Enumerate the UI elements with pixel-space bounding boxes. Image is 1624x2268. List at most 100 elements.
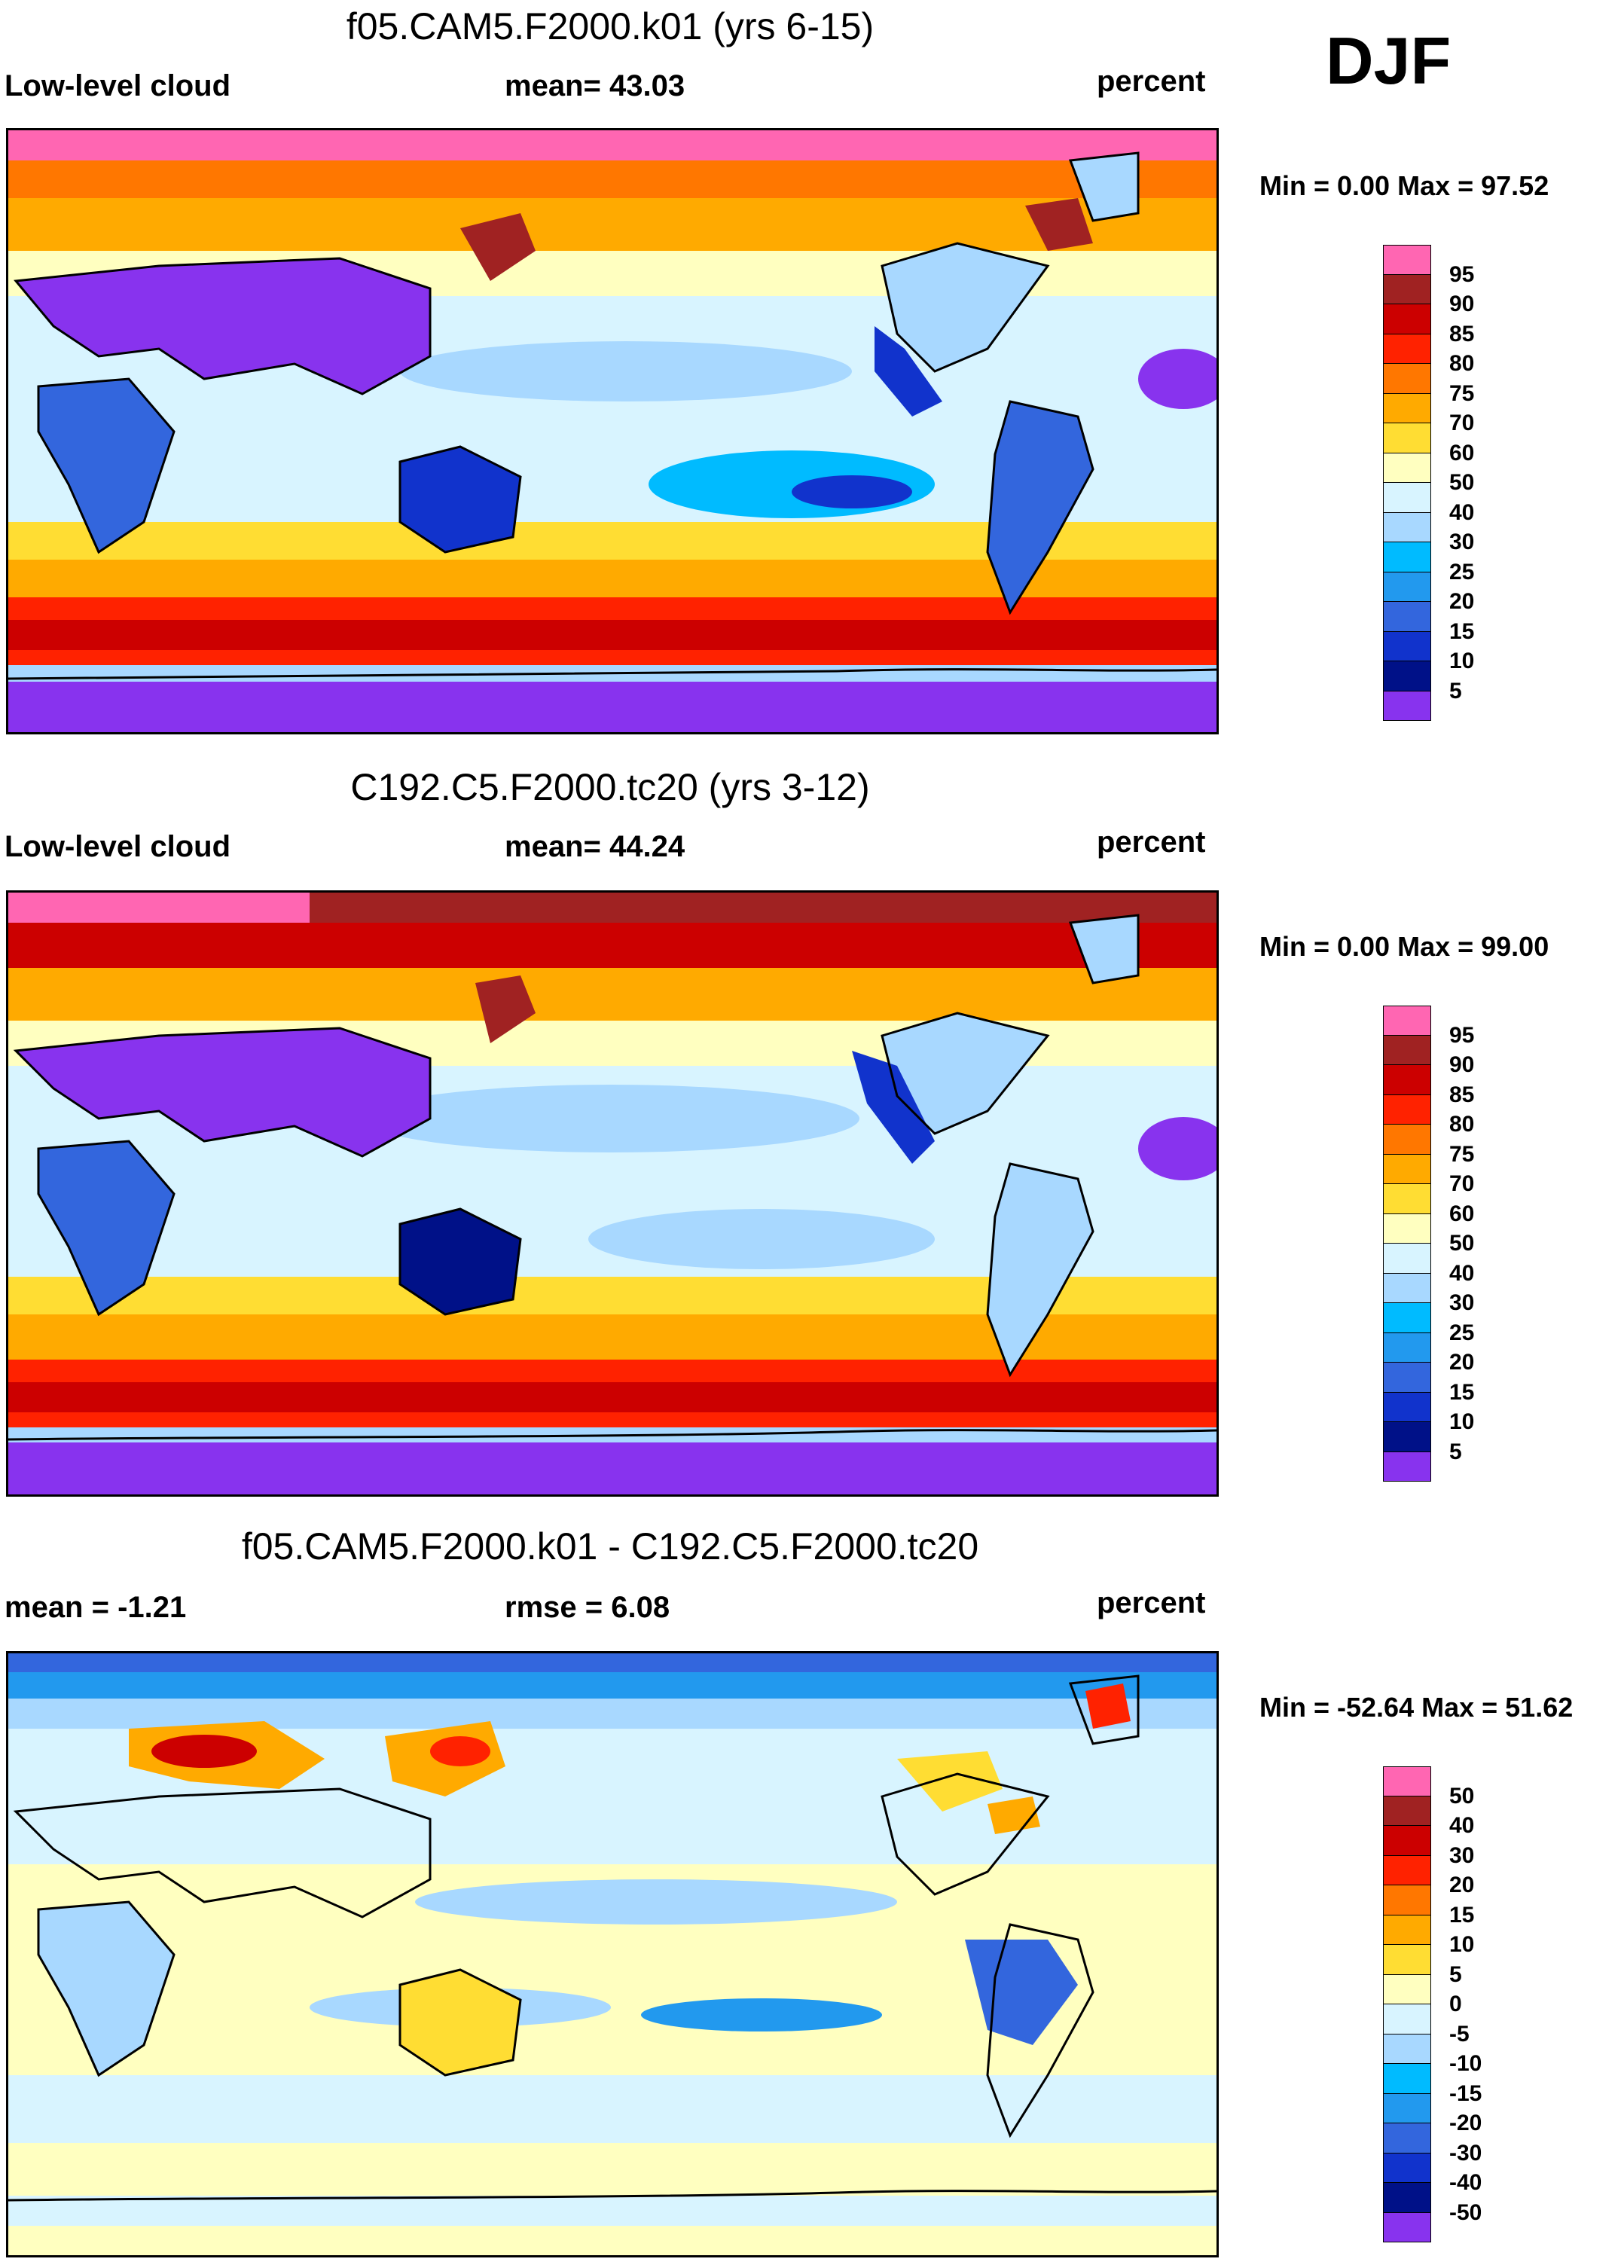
colorbar-label: 10 xyxy=(1449,1409,1475,1434)
colorbar-label: 20 xyxy=(1449,589,1475,614)
colorbar-label: 15 xyxy=(1449,1379,1475,1405)
panel-title: C192.C5.F2000.tc20 (yrs 3-12) xyxy=(350,766,870,808)
colorbar-swatch xyxy=(1383,1125,1431,1155)
colorbar-label: 70 xyxy=(1449,1171,1475,1196)
colorbar-swatch xyxy=(1383,1303,1431,1333)
colorbar-swatch xyxy=(1383,2212,1431,2242)
mean-label: mean= 43.03 xyxy=(505,69,685,102)
colorbar-label: 20 xyxy=(1449,1873,1475,1897)
colorbar-swatch xyxy=(1383,2064,1431,2094)
colorbar-label: 50 xyxy=(1449,1231,1475,1256)
colorbar-label: 0 xyxy=(1449,1992,1462,2016)
colorbar-label: 5 xyxy=(1449,1961,1462,1987)
colorbar-label: 70 xyxy=(1449,411,1475,435)
colorbar-swatch xyxy=(1383,334,1431,364)
colorbar-swatch xyxy=(1383,572,1431,602)
colorbar-swatch xyxy=(1383,542,1431,572)
colorbar-swatch xyxy=(1383,1766,1431,1796)
colorbar-label: 50 xyxy=(1449,470,1475,495)
colorbar-swatch xyxy=(1383,2034,1431,2064)
colorbar-label: 85 xyxy=(1449,1082,1475,1107)
colorbar-swatch xyxy=(1383,2093,1431,2123)
colorbar-label: 15 xyxy=(1449,618,1475,644)
colorbar-label: 75 xyxy=(1449,1141,1475,1167)
colorbar-swatch xyxy=(1383,1796,1431,1826)
colorbar-swatch xyxy=(1383,1273,1431,1303)
colorbar-label: 10 xyxy=(1449,1932,1475,1957)
colorbar-label: -20 xyxy=(1449,2111,1482,2135)
colorbar-label: -50 xyxy=(1449,2199,1482,2225)
panel-title: f05.CAM5.F2000.k01 - C192.C5.F2000.tc20 xyxy=(241,1525,979,1567)
colorbar-swatch xyxy=(1383,2153,1431,2183)
colorbar-label: 80 xyxy=(1449,1112,1475,1137)
colorbar-label: 20 xyxy=(1449,1350,1475,1375)
colorbar-swatch xyxy=(1383,1974,1431,2004)
cloud-map xyxy=(6,128,1219,734)
colorbar-swatch xyxy=(1383,1915,1431,1945)
colorbar-swatch xyxy=(1383,631,1431,661)
colorbar-swatch xyxy=(1383,1244,1431,1274)
colorbar-label: 40 xyxy=(1449,499,1475,525)
colorbar-swatch xyxy=(1383,1392,1431,1422)
colorbar-label: 40 xyxy=(1449,1813,1475,1838)
mean-label: mean= 44.24 xyxy=(505,830,685,863)
colorbar-label: 10 xyxy=(1449,649,1475,673)
units-label: percent xyxy=(1097,826,1206,859)
colorbar-label: 30 xyxy=(1449,1290,1475,1315)
cloud-map-field xyxy=(8,130,1216,732)
colorbar-label: -5 xyxy=(1449,2021,1470,2047)
colorbar-swatch xyxy=(1383,1094,1431,1125)
colorbar-swatch xyxy=(1383,304,1431,334)
mean-label: mean = -1.21 xyxy=(5,1591,187,1624)
panel-title: f05.CAM5.F2000.k01 (yrs 6-15) xyxy=(346,5,875,47)
colorbar-swatch xyxy=(1383,1885,1431,1915)
colorbar-swatch xyxy=(1383,1154,1431,1184)
colorbar-swatch xyxy=(1383,2123,1431,2154)
colorbar-label: 85 xyxy=(1449,321,1475,346)
colorbar-label: 30 xyxy=(1449,530,1475,554)
colorbar-swatch xyxy=(1383,2004,1431,2034)
units-label: percent xyxy=(1097,65,1206,98)
colorbar-label: 90 xyxy=(1449,292,1475,316)
colorbar-swatch xyxy=(1383,245,1431,275)
colorbar-label: 30 xyxy=(1449,1842,1475,1868)
colorbar-label: 75 xyxy=(1449,380,1475,406)
difference-map-field xyxy=(8,1653,1216,2255)
minmax-label: Min = 0.00 Max = 99.00 xyxy=(1259,931,1549,962)
colorbar-swatch xyxy=(1383,423,1431,453)
units-label: percent xyxy=(1097,1586,1206,1619)
colorbar-swatch xyxy=(1383,1213,1431,1244)
cloud-map xyxy=(6,890,1219,1497)
colorbar-swatch xyxy=(1383,1451,1431,1482)
colorbar-swatch xyxy=(1383,393,1431,423)
colorbar-swatch xyxy=(1383,1422,1431,1452)
colorbar-label: -30 xyxy=(1449,2140,1482,2166)
colorbar-swatch xyxy=(1383,661,1431,691)
colorbar-label: 5 xyxy=(1449,1439,1462,1464)
colorbar-label: 90 xyxy=(1449,1052,1475,1077)
cloud-map-field xyxy=(8,893,1216,1494)
colorbar-label: -40 xyxy=(1449,2170,1482,2195)
difference-map xyxy=(6,1651,1219,2257)
colorbar-swatch xyxy=(1383,453,1431,483)
colorbar-swatch xyxy=(1383,1363,1431,1393)
colorbar-swatch xyxy=(1383,691,1431,721)
season-label: DJF xyxy=(1326,23,1452,98)
colorbar-swatch xyxy=(1383,274,1431,304)
colorbar-label: 15 xyxy=(1449,1902,1475,1928)
colorbar-swatch xyxy=(1383,1035,1431,1065)
colorbar-swatch xyxy=(1383,1006,1431,1036)
colorbar-swatch xyxy=(1383,1065,1431,1095)
colorbar-label: 40 xyxy=(1449,1260,1475,1286)
colorbar-swatch xyxy=(1383,1855,1431,1885)
colorbar-label: 95 xyxy=(1449,261,1475,287)
colorbar-swatch xyxy=(1383,364,1431,394)
colorbar-swatch xyxy=(1383,602,1431,632)
colorbar-label: -15 xyxy=(1449,2080,1482,2106)
rmse-label: rmse = 6.08 xyxy=(505,1591,670,1624)
field-label: Low-level cloud xyxy=(5,69,231,102)
colorbar-label: -10 xyxy=(1449,2051,1482,2076)
colorbar-swatch xyxy=(1383,1945,1431,1975)
field-label: Low-level cloud xyxy=(5,830,231,863)
colorbar-label: 5 xyxy=(1449,678,1462,704)
